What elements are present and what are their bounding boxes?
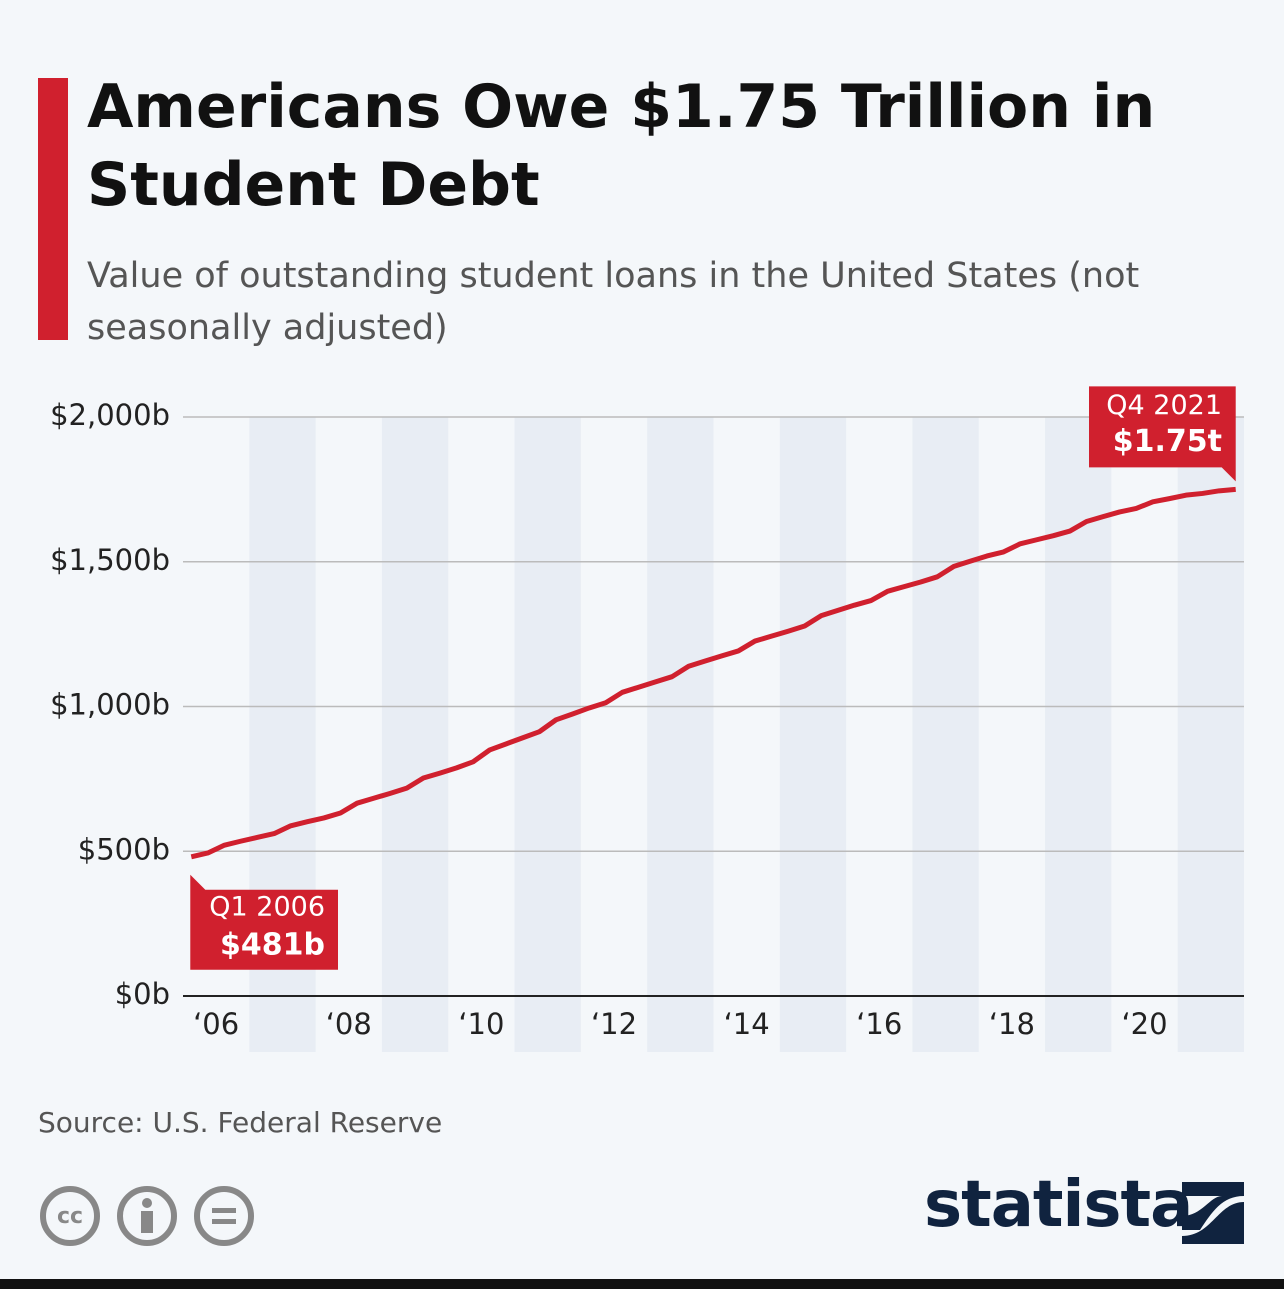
license-icons: cc [40,1186,254,1246]
y-tick-label: $1,000b [50,688,170,722]
year-band [779,417,847,1052]
y-tick-label: $500b [78,832,170,866]
year-band [1045,417,1112,1052]
y-tick-label: $1,500b [50,543,170,577]
by-body [141,1211,153,1233]
year-band [647,417,714,1052]
bottom-border [0,1279,1284,1289]
chart-subtitle: Value of outstanding student loans in th… [87,256,1140,348]
annotation: Q1 2006 [209,891,325,922]
x-tick-label: ‘12 [591,1007,637,1041]
nd-bar [212,1208,236,1213]
logo-shape [1182,1182,1244,1230]
by-head [142,1198,152,1208]
callout-box [190,874,338,970]
brand: statista [924,1168,1193,1242]
x-tick-label: ‘10 [458,1007,504,1041]
annotation: Q4 2021 [1106,390,1222,421]
x-tick-label: ‘20 [1121,1007,1167,1041]
value-label: $481b [220,927,325,962]
data-line [190,486,1236,860]
source: Source: U.S. Federal Reserve [38,1106,443,1139]
y-tick-label: $0b [115,977,170,1011]
x-tick-label: ‘18 [989,1007,1035,1041]
cc-text: cc [57,1204,83,1229]
chart: $0b $500b $1,000b $1,500b $2,000b ‘06 ‘08 ‘10 ‘1… [50,386,1244,1052]
chart-title: Americans Owe $1.75 Trillion in Student … [87,72,1156,220]
value-label: $1.75t [1113,424,1222,459]
brand-logo [1182,1182,1244,1244]
nd-bar [212,1219,236,1224]
year-band [381,417,449,1052]
cc-icon [40,1186,100,1246]
x-tick-label: ‘14 [724,1007,770,1041]
nd-icon [194,1186,254,1246]
accent-bar [38,78,68,340]
callout-box [1089,386,1236,482]
y-tick-label: $2,000b [50,398,170,432]
year-band [912,417,979,1052]
x-tick-label: ‘16 [856,1007,902,1041]
logo-shape [1182,1202,1244,1244]
x-tick-label: ‘08 [326,1007,372,1041]
x-tick-label: ‘06 [193,1007,239,1041]
by-icon [117,1186,177,1246]
year-band [1177,417,1244,1052]
